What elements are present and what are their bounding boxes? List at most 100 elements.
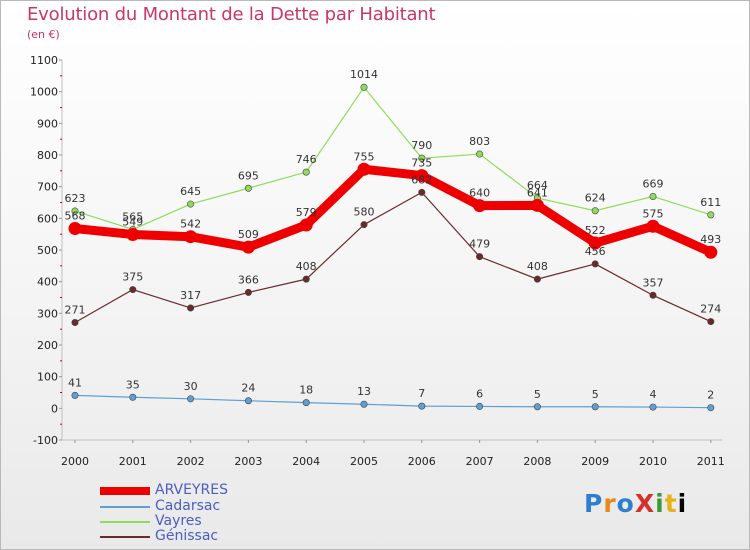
data-point — [299, 218, 313, 232]
legend-label: Cadarsac — [155, 498, 221, 514]
data-label: 456 — [585, 245, 606, 258]
y-tick-label: 0 — [51, 402, 58, 415]
data-label: 542 — [180, 218, 201, 231]
data-point — [418, 154, 426, 162]
data-label: 408 — [296, 260, 317, 273]
data-point — [707, 318, 715, 326]
data-point — [126, 227, 140, 241]
data-point — [646, 219, 660, 233]
data-point — [357, 162, 371, 176]
data-label: 522 — [585, 224, 606, 237]
data-point — [476, 150, 484, 158]
data-point — [187, 200, 195, 208]
data-point — [707, 404, 715, 412]
y-tick-label: 700 — [37, 181, 58, 194]
data-label: 579 — [296, 206, 317, 219]
data-point — [244, 288, 252, 296]
y-tick-label: 200 — [37, 339, 58, 352]
data-point — [71, 207, 79, 215]
data-label: 669 — [643, 177, 664, 190]
data-label: 493 — [700, 233, 721, 246]
data-label: 6 — [476, 387, 483, 400]
data-label: 479 — [469, 238, 490, 251]
data-label: 640 — [469, 187, 490, 200]
data-label: 755 — [354, 150, 375, 163]
proxiti-logo: ProXiti — [584, 489, 688, 518]
data-point — [530, 198, 544, 212]
data-label: 664 — [527, 179, 548, 192]
legend-swatch — [100, 536, 150, 538]
data-label: 5 — [534, 388, 541, 401]
data-point — [129, 393, 137, 401]
data-label: 2 — [707, 389, 714, 402]
data-label: 746 — [296, 153, 317, 166]
data-point — [187, 395, 195, 403]
data-point — [418, 188, 426, 196]
x-tick-label: 2009 — [581, 455, 609, 468]
chart-title: Evolution du Montant de la Dette par Hab… — [27, 4, 436, 25]
y-tick-label: 600 — [37, 212, 58, 225]
data-point — [360, 221, 368, 229]
y-tick-label: 100 — [37, 371, 58, 384]
x-tick-label: 2011 — [697, 455, 725, 468]
legend-swatch — [100, 521, 150, 523]
data-label: 1014 — [350, 68, 378, 81]
x-tick-label: 2001 — [119, 455, 147, 468]
x-tick-label: 2006 — [408, 455, 436, 468]
data-label: 565 — [122, 210, 143, 223]
data-label: 408 — [527, 260, 548, 273]
data-label: 13 — [357, 385, 371, 398]
y-tick-label: 300 — [37, 307, 58, 320]
x-tick-label: 2000 — [61, 455, 89, 468]
data-label: 549 — [122, 215, 143, 228]
data-point — [418, 402, 426, 410]
data-label: 30 — [184, 380, 198, 393]
data-point — [184, 230, 198, 244]
data-label: 803 — [469, 135, 490, 148]
data-point — [187, 304, 195, 312]
data-label: 366 — [238, 273, 259, 286]
data-label: 568 — [65, 209, 86, 222]
x-tick-label: 2004 — [292, 455, 320, 468]
legend-swatch — [100, 506, 150, 508]
data-label: 24 — [241, 382, 255, 395]
data-label: 509 — [238, 228, 259, 241]
legend-label: ARVEYRES — [155, 482, 228, 498]
data-label: 35 — [126, 378, 140, 391]
data-point — [476, 253, 484, 261]
data-point — [241, 240, 255, 254]
data-point — [473, 199, 487, 213]
data-label: 7 — [418, 387, 425, 400]
series-line-arveyres — [70, 164, 716, 257]
data-label: 682 — [411, 173, 432, 186]
y-tick-label: 800 — [37, 149, 58, 162]
data-point — [591, 403, 599, 411]
legend-item-genissac: Génissac — [100, 528, 300, 544]
data-point — [71, 391, 79, 399]
data-label: 611 — [700, 196, 721, 209]
data-point — [71, 319, 79, 327]
data-label: 790 — [411, 139, 432, 152]
data-point — [244, 184, 252, 192]
x-tick-label: 2007 — [466, 455, 494, 468]
series-line-génissac — [74, 191, 712, 324]
data-point — [588, 236, 602, 250]
data-point — [649, 403, 657, 411]
x-tick-label: 2003 — [234, 455, 262, 468]
x-tick-label: 2010 — [639, 455, 667, 468]
data-label: 18 — [299, 384, 313, 397]
data-label: 274 — [700, 303, 721, 316]
x-tick-label: 2005 — [350, 455, 378, 468]
data-label: 580 — [354, 206, 375, 219]
data-point — [302, 275, 310, 283]
series-line-vayres — [74, 86, 712, 231]
data-point — [533, 403, 541, 411]
y-tick-label: -100 — [33, 434, 58, 447]
data-label: 735 — [411, 157, 432, 170]
data-point — [360, 400, 368, 408]
y-tick-label: 400 — [37, 276, 58, 289]
data-label: 271 — [65, 304, 86, 317]
data-label: 624 — [585, 192, 606, 205]
